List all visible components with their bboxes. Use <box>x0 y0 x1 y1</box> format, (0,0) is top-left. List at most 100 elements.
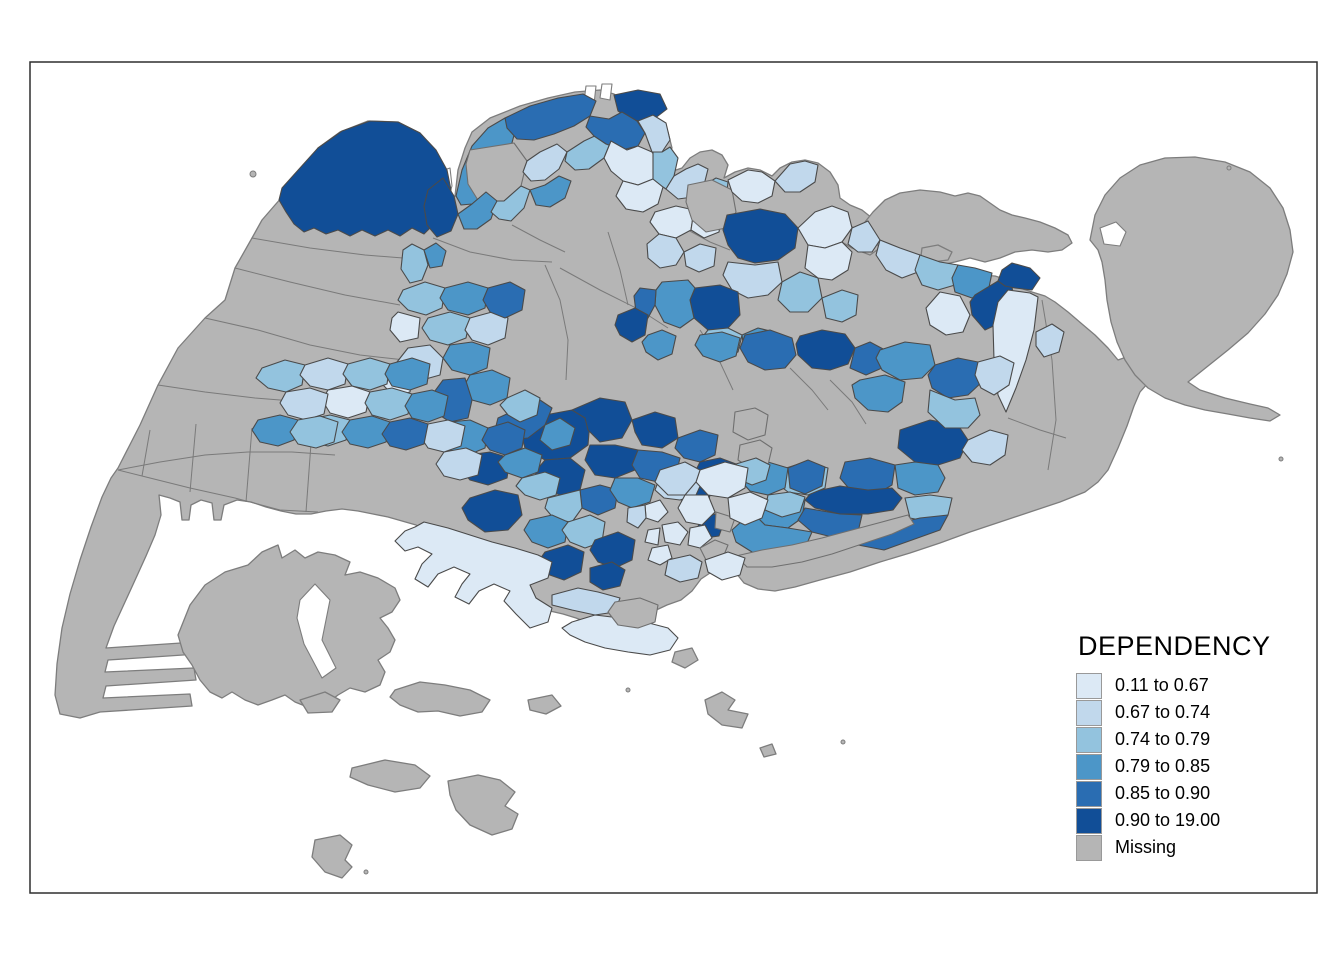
map-zone[interactable] <box>435 447 483 481</box>
map-zone[interactable] <box>523 514 569 549</box>
map-zone[interactable] <box>384 357 431 391</box>
map-zone[interactable] <box>609 477 656 509</box>
map-zone[interactable] <box>637 114 671 153</box>
map-zone[interactable] <box>394 521 553 629</box>
map-zone[interactable] <box>646 233 685 269</box>
map-zone[interactable] <box>614 307 649 343</box>
map-zone[interactable] <box>997 262 1041 291</box>
map-zone[interactable] <box>974 355 1015 396</box>
map-zone[interactable] <box>631 411 679 449</box>
map-zone[interactable] <box>423 242 447 269</box>
map-zone[interactable] <box>735 514 915 568</box>
map-zone[interactable] <box>584 444 639 479</box>
map-zone[interactable] <box>927 389 981 429</box>
map-zone[interactable] <box>795 329 856 371</box>
map-zone[interactable] <box>1035 323 1065 358</box>
map-zone[interactable] <box>571 397 633 443</box>
map-zone[interactable] <box>497 447 543 479</box>
map-zone[interactable] <box>341 415 391 449</box>
map-zone[interactable] <box>364 387 413 421</box>
map-zone[interactable] <box>626 504 647 529</box>
map-zone[interactable] <box>641 329 677 361</box>
map-zone[interactable] <box>439 281 489 316</box>
map-zone[interactable] <box>607 597 659 629</box>
map-zone[interactable] <box>615 178 664 213</box>
map-zone[interactable] <box>677 494 716 526</box>
missing-subzone-border <box>117 451 336 471</box>
map-zone[interactable] <box>442 341 491 376</box>
islet <box>363 869 369 875</box>
map-zone[interactable] <box>821 289 859 323</box>
map-zone[interactable] <box>647 544 673 566</box>
map-zone[interactable] <box>400 243 429 284</box>
map-zone[interactable] <box>482 281 526 319</box>
legend-entry: 0.79 to 0.85 <box>1076 753 1271 780</box>
map-zone[interactable] <box>661 521 689 546</box>
map-zone[interactable] <box>704 551 746 581</box>
map-zone[interactable] <box>851 374 906 413</box>
map-zone[interactable] <box>644 527 661 546</box>
map-zone[interactable] <box>461 489 523 533</box>
map-zone[interactable] <box>847 220 881 253</box>
legend-label: 0.79 to 0.85 <box>1115 756 1211 776</box>
map-zone[interactable] <box>515 471 561 501</box>
map-zone[interactable] <box>504 93 597 141</box>
map-zone[interactable] <box>649 205 695 239</box>
map-zone[interactable] <box>722 208 799 264</box>
map-zone[interactable] <box>490 185 531 222</box>
map-zone[interactable] <box>289 415 339 449</box>
map-zone[interactable] <box>695 461 749 499</box>
map-zone[interactable] <box>423 177 459 238</box>
map-zone[interactable] <box>732 407 769 441</box>
missing-subzone-border <box>245 427 253 503</box>
map-zone[interactable] <box>804 241 853 281</box>
map-zone[interactable] <box>404 389 449 423</box>
map-zone[interactable] <box>787 459 826 495</box>
map-zone[interactable] <box>674 429 719 463</box>
missing-subzone-border <box>141 429 151 477</box>
map-zone[interactable] <box>875 341 936 381</box>
legend-entry: 0.11 to 0.67 <box>1076 672 1271 699</box>
legend-entry: Missing <box>1076 834 1271 861</box>
map-zone[interactable] <box>589 561 626 591</box>
map-zone[interactable] <box>397 281 446 316</box>
map-zone[interactable] <box>499 389 541 423</box>
map-zone[interactable] <box>539 417 576 451</box>
legend-swatch <box>1076 699 1102 726</box>
map-zone[interactable] <box>961 429 1009 466</box>
map-zone[interactable] <box>914 254 959 291</box>
map-zone[interactable] <box>342 357 391 391</box>
map-zone[interactable] <box>529 175 572 208</box>
pulau-semakau <box>349 759 431 793</box>
map-zone[interactable] <box>389 311 421 343</box>
map-zone[interactable] <box>925 291 971 336</box>
map-zone[interactable] <box>589 531 636 569</box>
map-zone[interactable] <box>255 359 306 393</box>
map-zone[interactable] <box>421 311 471 346</box>
map-zone[interactable] <box>804 485 903 515</box>
map-zone[interactable] <box>654 461 701 496</box>
map-zone[interactable] <box>683 243 717 273</box>
map-zone[interactable] <box>299 357 349 391</box>
map-zone[interactable] <box>251 414 299 447</box>
map-zone[interactable] <box>694 331 741 363</box>
map-zone[interactable] <box>522 143 568 182</box>
lazarus-islet <box>759 743 777 758</box>
map-zone[interactable] <box>777 271 823 313</box>
map-zone[interactable] <box>687 524 713 549</box>
islet <box>249 170 257 178</box>
plot-frame <box>29 61 1318 894</box>
map-zone[interactable] <box>727 169 776 204</box>
map-zone[interactable] <box>727 491 769 526</box>
map-zone[interactable] <box>722 261 783 299</box>
map-zone[interactable] <box>875 239 921 279</box>
map-zone[interactable] <box>894 461 946 496</box>
map-zone[interactable] <box>664 554 703 583</box>
map-zone[interactable] <box>739 329 797 371</box>
map-zone[interactable] <box>278 120 452 237</box>
map-zone[interactable] <box>381 417 429 451</box>
islet <box>1278 456 1284 462</box>
map-zone[interactable] <box>774 160 819 193</box>
map-zone[interactable] <box>927 357 983 399</box>
